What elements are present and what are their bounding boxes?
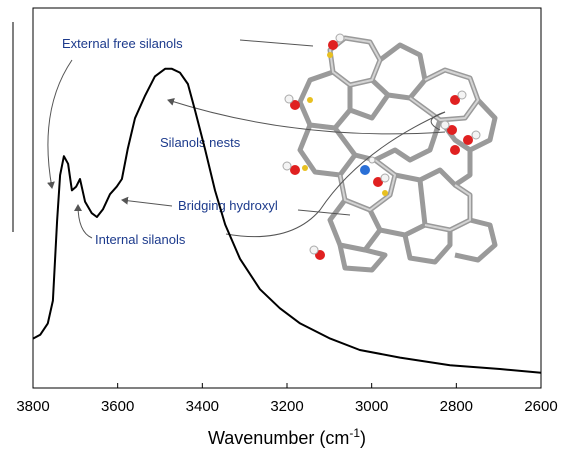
annotation: Internal silanols <box>95 232 186 247</box>
x-tick-label: 3200 <box>270 398 303 415</box>
x-axis-label: Wavenumber (cm-1) <box>208 426 366 448</box>
chart: External free silanols Silanols nests Br… <box>0 0 561 451</box>
x-tick-label: 3800 <box>16 398 49 415</box>
molecule-illustration <box>283 34 495 270</box>
x-tick-label: 2600 <box>524 398 557 415</box>
x-tick-label: 3600 <box>101 398 134 415</box>
annotation: External free silanols <box>62 36 183 51</box>
x-tick-label: 3000 <box>355 398 388 415</box>
annotation: Bridging hydroxyl <box>178 198 278 213</box>
x-axis-label-end: ) <box>360 428 366 448</box>
x-axis-label-sup: -1 <box>349 426 360 440</box>
x-axis-label-text: Wavenumber (cm <box>208 428 349 448</box>
x-tick-label: 2800 <box>440 398 473 415</box>
x-tick-label: 3400 <box>186 398 219 415</box>
annotation: Silanols nests <box>160 135 241 150</box>
